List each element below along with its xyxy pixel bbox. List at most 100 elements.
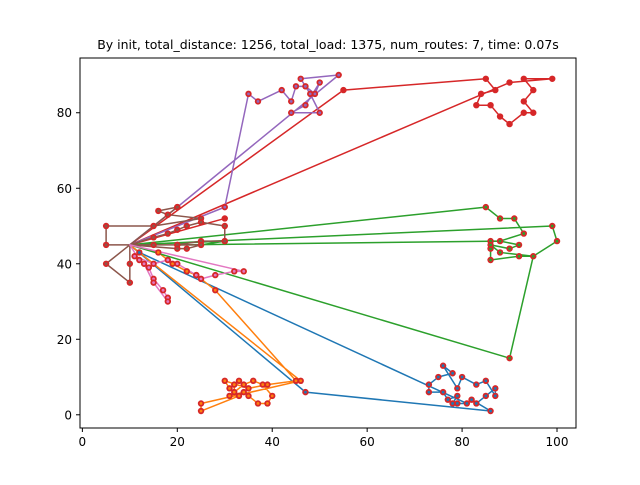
chart-title: By init, total_distance: 1256, total_loa… <box>97 37 559 52</box>
y-tick-label: 40 <box>57 257 72 271</box>
route-7-customer-dot <box>147 266 151 269</box>
route-4-customer-dot <box>493 88 497 92</box>
route-6-customer-dot <box>185 224 189 228</box>
route-3-customer-dot <box>555 239 559 243</box>
route-1-customer-dot <box>484 394 488 398</box>
route-6-customer-dot <box>166 213 170 217</box>
route-3-customer-dot <box>498 239 502 243</box>
route-1-customer-dot <box>427 390 431 394</box>
route-4-customer-dot <box>522 111 526 115</box>
route-6-customer-dot <box>175 228 179 232</box>
route-7-customer-dot <box>194 273 198 277</box>
route-1-customer-dot <box>460 375 464 379</box>
route-2-customer-dot <box>223 379 227 383</box>
route-3-customer-dot <box>512 217 516 220</box>
route-2-customer-dot <box>270 394 274 398</box>
x-axis: 0 20 40 60 80 100 <box>79 428 569 449</box>
route-5-customer-dot <box>289 111 293 115</box>
route-6-customer-dot <box>156 209 160 213</box>
route-3-line <box>129 206 558 359</box>
route-2-customer-dot <box>299 379 303 383</box>
route-6-customer-dot <box>185 247 189 251</box>
route-2-customer-dot <box>247 394 250 398</box>
route-1-customer-dot <box>455 386 459 390</box>
route-7-customer-dot <box>232 269 236 273</box>
route-4-customer-dot <box>550 77 554 81</box>
route-2-customer-dot <box>228 386 231 390</box>
route-4-customer-dot <box>531 88 535 92</box>
route-5-customer-dot <box>294 84 298 88</box>
route-2-customer-dot <box>266 402 269 405</box>
route-7-customer-dot <box>166 258 170 262</box>
route-2-customer-dot <box>237 379 241 383</box>
route-3-customer-dot <box>517 243 521 247</box>
route-6-customer-dot <box>199 220 203 224</box>
route-5-customer-dot <box>318 111 322 115</box>
route-2-customer-dot <box>242 390 246 394</box>
route-1-customer-dot <box>441 364 445 368</box>
route-2-customer-dot <box>171 262 174 266</box>
route-1-customer-dot <box>427 383 431 386</box>
route-3-customer-dot <box>517 254 521 258</box>
route-5-customer-dot <box>318 81 322 84</box>
route-2-customer-dot <box>185 269 189 273</box>
route-7-customer-dot <box>161 288 165 292</box>
route-4-customer-dot <box>498 115 502 118</box>
route-1-customer-dot <box>465 402 469 405</box>
route-1-customer-dot <box>470 398 473 402</box>
route-6-customer-dot <box>128 262 132 266</box>
route-4-customer-dot <box>489 103 492 107</box>
route-7-customer-dot <box>152 262 155 266</box>
route-7-customer-dot <box>152 281 155 285</box>
route-1-customer-dot <box>436 375 440 379</box>
x-tick-label: 20 <box>170 435 185 449</box>
route-2-customer-dot <box>232 383 236 386</box>
route-4-customer-dot <box>223 217 227 220</box>
route-1-customer-dot <box>446 398 450 402</box>
route-6-customer-dot <box>175 247 179 251</box>
route-7-customer-dot <box>137 258 141 262</box>
route-2-customer-dot <box>266 383 269 386</box>
route-5-customer-dot <box>247 92 250 96</box>
route-6-customer-dot <box>166 232 170 235</box>
route-4-customer-dot <box>522 77 526 81</box>
route-2-customer-dot <box>261 383 265 386</box>
route-4-customer-dot <box>508 81 511 84</box>
route-4-customer-dot <box>479 92 483 96</box>
route-2-customer-dot <box>156 251 160 254</box>
route-4-customer-dot <box>522 100 526 103</box>
route-2-customer-dot <box>199 409 203 413</box>
route-3-customer-dot <box>498 217 502 220</box>
y-tick-label: 20 <box>57 333 72 347</box>
route-1-customer-dot <box>304 390 307 394</box>
route-5-customer-dot <box>299 77 303 81</box>
route-5-customer-dot <box>256 100 260 103</box>
route-3-customer-dot <box>531 254 535 258</box>
route-5-customer-dot <box>308 92 312 96</box>
route-3-customer-dot <box>508 247 511 251</box>
route-1-customer-dot <box>489 409 492 413</box>
route-7-customer-dot <box>199 277 203 281</box>
route-2-line <box>129 244 302 412</box>
route-2-customer-dot <box>237 394 241 398</box>
route-6-customer-dot <box>104 243 108 247</box>
route-7-customer-dot <box>213 273 217 277</box>
x-tick-label: 0 <box>79 435 87 449</box>
route-1-customer-dot <box>493 386 497 390</box>
route-5-customer-dot <box>337 73 341 77</box>
route-5-customer-dot <box>289 100 293 103</box>
route-2-customer-dot <box>294 379 298 383</box>
plot-frame <box>79 57 577 429</box>
route-6-customer-dot <box>152 224 155 228</box>
route-1-customer-dot <box>493 394 497 398</box>
route-4-customer-dot <box>531 111 535 115</box>
route-1-customer-dot <box>451 402 454 405</box>
route-6-customer-dot <box>104 262 108 266</box>
x-tick-label: 100 <box>546 435 569 449</box>
route-2-customer-dot <box>228 394 231 398</box>
y-tick-label: 80 <box>57 106 72 120</box>
route-5-customer-dot <box>280 88 284 92</box>
route-6-customer-dot <box>175 205 179 209</box>
route-3-customer-dot <box>498 251 502 254</box>
